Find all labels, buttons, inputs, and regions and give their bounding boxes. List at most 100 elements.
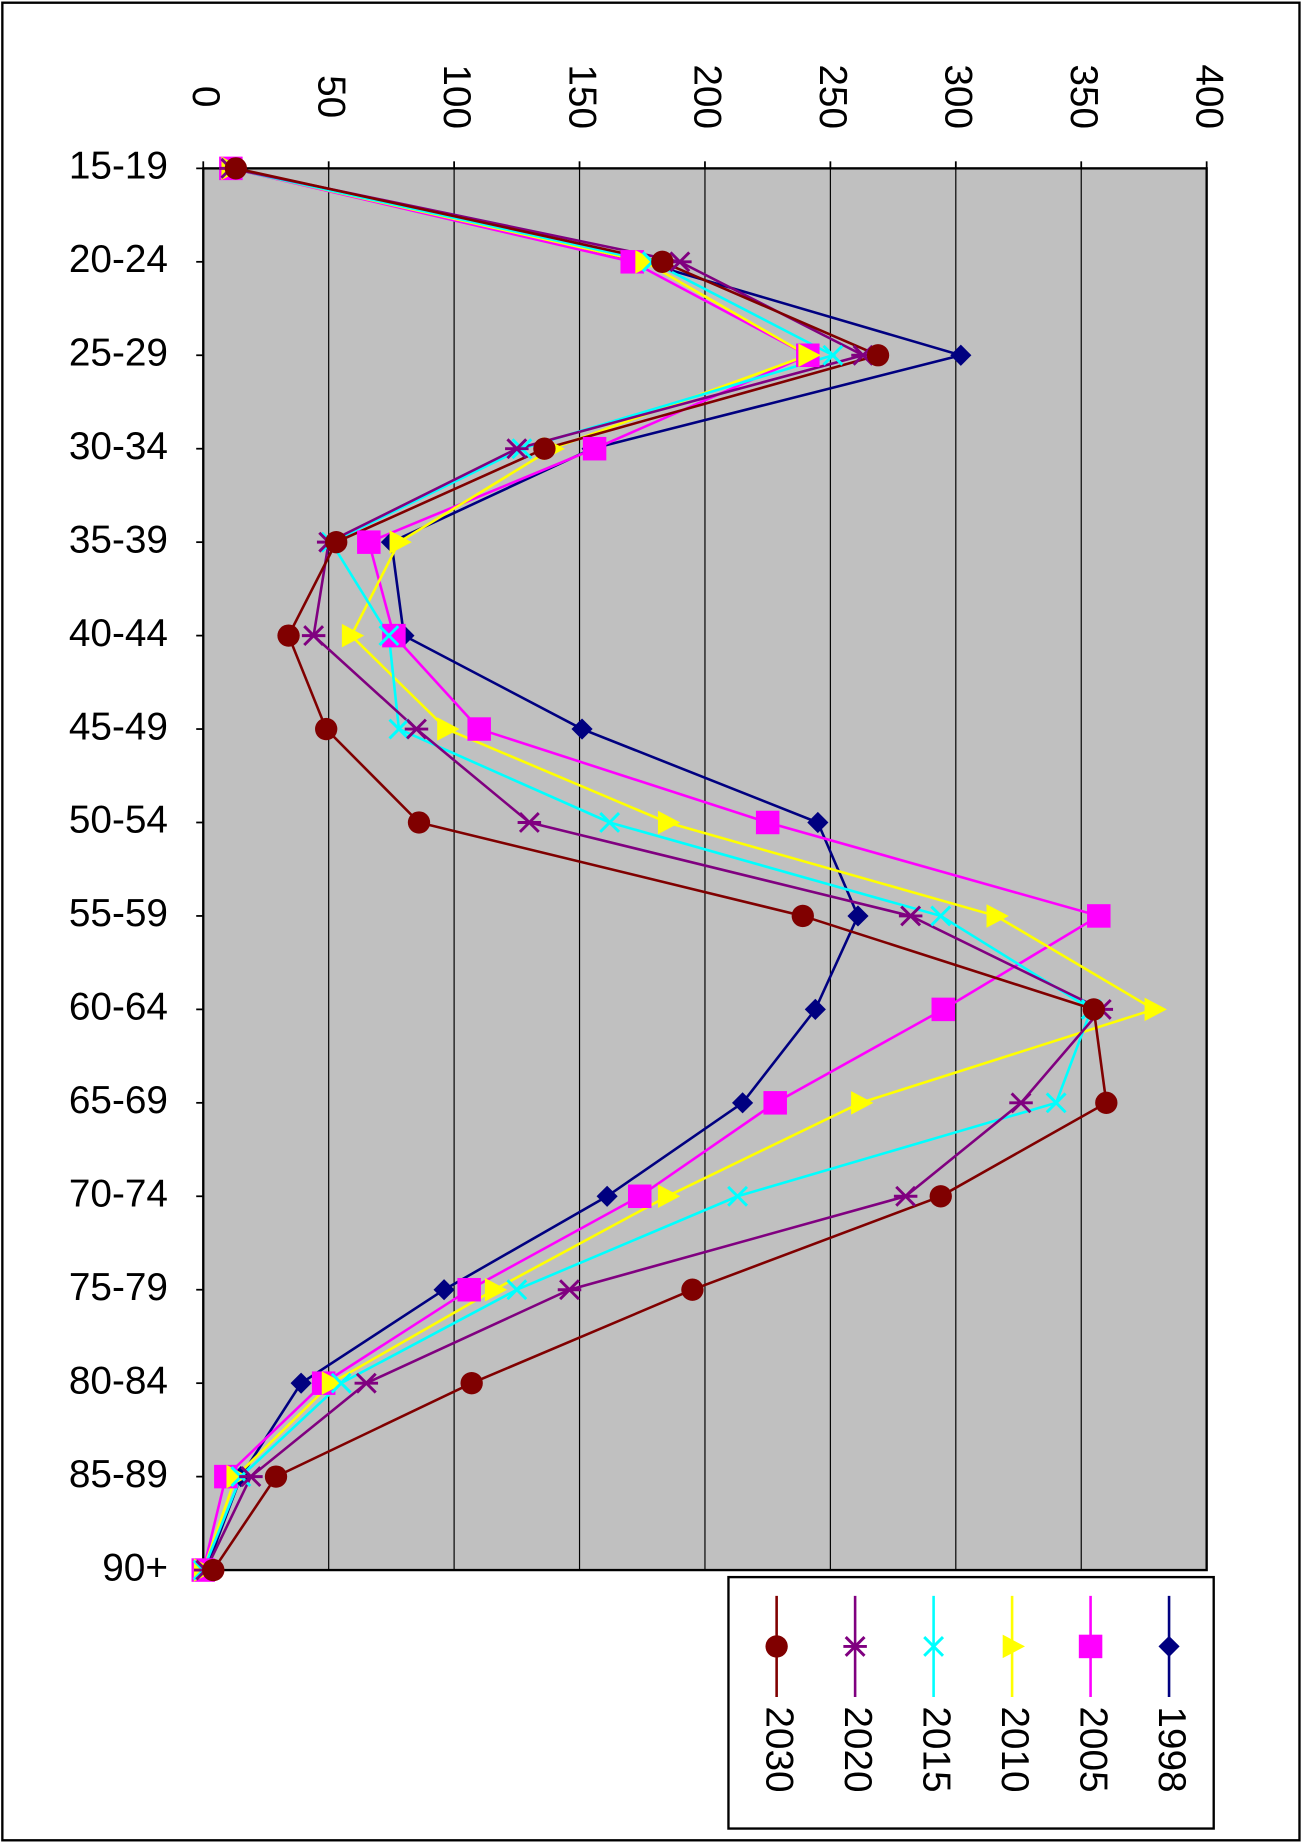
marker — [1095, 1091, 1118, 1114]
y-tick-label: 90+ — [102, 1546, 168, 1589]
legend-label: 2020 — [836, 1706, 879, 1792]
series-line — [204, 167, 1104, 1571]
y-tick-label: 85-89 — [69, 1453, 168, 1496]
y-tick-label: 30-34 — [69, 425, 168, 468]
marker — [290, 1372, 312, 1394]
marker — [765, 1635, 788, 1658]
marker — [467, 717, 491, 741]
marker — [657, 810, 681, 835]
y-tick-label: 65-69 — [69, 1079, 168, 1122]
marker — [986, 904, 1009, 928]
marker — [457, 1277, 481, 1302]
marker — [330, 1372, 352, 1394]
y-tick-label: 80-84 — [69, 1359, 168, 1402]
marker — [407, 811, 431, 834]
x-tick-label: 400 — [1187, 64, 1230, 129]
legend-box — [727, 1575, 1215, 1830]
marker — [866, 344, 890, 367]
y-tick-label: 60-64 — [69, 986, 168, 1029]
y-tick-label: 25-29 — [69, 331, 168, 374]
y-tick-label: 35-39 — [69, 518, 168, 561]
marker — [382, 623, 406, 648]
marker — [517, 812, 542, 833]
marker — [484, 1277, 508, 1302]
marker — [929, 1185, 952, 1208]
marker — [931, 997, 956, 1022]
marker — [239, 1466, 263, 1488]
x-tick-label: 250 — [811, 64, 854, 129]
marker — [930, 905, 952, 927]
marker — [1002, 1634, 1026, 1659]
marker — [277, 624, 300, 647]
marker — [389, 530, 412, 554]
marker — [505, 438, 529, 460]
series-line — [202, 167, 1093, 1571]
y-tick-label: 50-54 — [69, 799, 168, 842]
y-tick-label: 20-24 — [69, 238, 168, 281]
marker — [1158, 1635, 1180, 1658]
marker — [388, 718, 410, 740]
series-line — [202, 167, 1103, 1571]
marker — [1144, 997, 1167, 1022]
marker — [224, 157, 248, 180]
marker — [727, 1185, 749, 1207]
marker — [843, 1635, 867, 1657]
marker — [226, 1464, 249, 1489]
marker — [657, 1184, 681, 1209]
x-tick-label: 100 — [435, 64, 478, 129]
marker — [341, 623, 365, 648]
marker — [404, 718, 429, 740]
marker — [321, 1371, 345, 1395]
marker — [582, 436, 607, 461]
marker — [599, 812, 621, 833]
marker — [437, 717, 460, 741]
x-tick-label: 50 — [309, 75, 352, 118]
marker — [460, 1372, 483, 1395]
x-tick-label: 350 — [1062, 64, 1105, 129]
marker — [1087, 904, 1111, 928]
marker — [898, 905, 923, 927]
marker — [315, 717, 338, 741]
marker — [755, 810, 780, 835]
marker — [1082, 998, 1105, 1021]
marker — [325, 530, 348, 554]
marker — [851, 1091, 874, 1115]
y-tick-label: 40-44 — [69, 612, 168, 655]
marker — [893, 1185, 918, 1207]
series-line — [212, 167, 1108, 1571]
legend-label: 2030 — [757, 1706, 800, 1792]
y-tick-label: 15-19 — [69, 145, 168, 188]
marker — [301, 625, 326, 647]
marker — [357, 530, 381, 554]
marker — [264, 1465, 288, 1488]
marker — [506, 1279, 528, 1301]
marker — [1078, 1634, 1103, 1659]
y-tick-label: 45-49 — [69, 705, 168, 748]
marker — [732, 1092, 754, 1114]
x-tick-label: 0 — [184, 86, 227, 108]
x-tick-label: 150 — [560, 64, 603, 129]
y-tick-label: 55-59 — [69, 892, 168, 935]
marker — [635, 250, 658, 274]
marker — [923, 1635, 945, 1657]
marker — [1045, 1092, 1067, 1114]
marker — [791, 904, 814, 928]
marker — [533, 437, 556, 460]
marker — [354, 1372, 379, 1394]
marker — [847, 905, 869, 927]
legend-label: 2010 — [993, 1706, 1036, 1792]
legend-label: 2005 — [1071, 1706, 1114, 1792]
x-tick-label: 200 — [686, 64, 729, 129]
series-line — [204, 167, 966, 1571]
marker — [1009, 1092, 1033, 1114]
marker — [433, 1279, 455, 1301]
x-tick-label: 300 — [937, 64, 980, 129]
legend-label: 2015 — [914, 1706, 957, 1792]
marker — [822, 344, 844, 366]
marker — [798, 343, 821, 368]
marker — [681, 1278, 704, 1301]
marker — [378, 625, 400, 647]
marker — [571, 718, 593, 740]
marker — [651, 250, 674, 273]
